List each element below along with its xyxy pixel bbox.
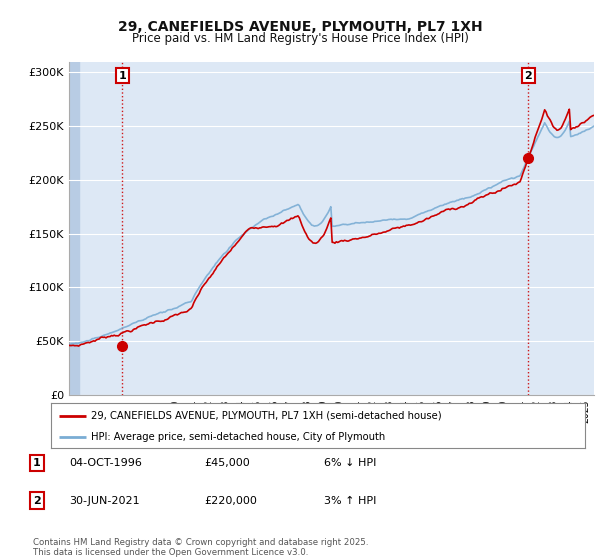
Text: 2: 2 [33,496,41,506]
Text: 29, CANEFIELDS AVENUE, PLYMOUTH, PL7 1XH: 29, CANEFIELDS AVENUE, PLYMOUTH, PL7 1XH [118,20,482,34]
Text: 6% ↓ HPI: 6% ↓ HPI [324,458,376,468]
Text: HPI: Average price, semi-detached house, City of Plymouth: HPI: Average price, semi-detached house,… [91,432,385,442]
Text: 3% ↑ HPI: 3% ↑ HPI [324,496,376,506]
Text: £45,000: £45,000 [204,458,250,468]
Bar [69,62,80,395]
Text: 29, CANEFIELDS AVENUE, PLYMOUTH, PL7 1XH (semi-detached house): 29, CANEFIELDS AVENUE, PLYMOUTH, PL7 1XH… [91,410,442,421]
Text: Price paid vs. HM Land Registry's House Price Index (HPI): Price paid vs. HM Land Registry's House … [131,32,469,45]
Text: 1: 1 [33,458,41,468]
Text: 1: 1 [118,71,126,81]
Text: 04-OCT-1996: 04-OCT-1996 [69,458,142,468]
Text: £220,000: £220,000 [204,496,257,506]
Text: 30-JUN-2021: 30-JUN-2021 [69,496,140,506]
Text: Contains HM Land Registry data © Crown copyright and database right 2025.
This d: Contains HM Land Registry data © Crown c… [33,538,368,557]
Text: 2: 2 [524,71,532,81]
